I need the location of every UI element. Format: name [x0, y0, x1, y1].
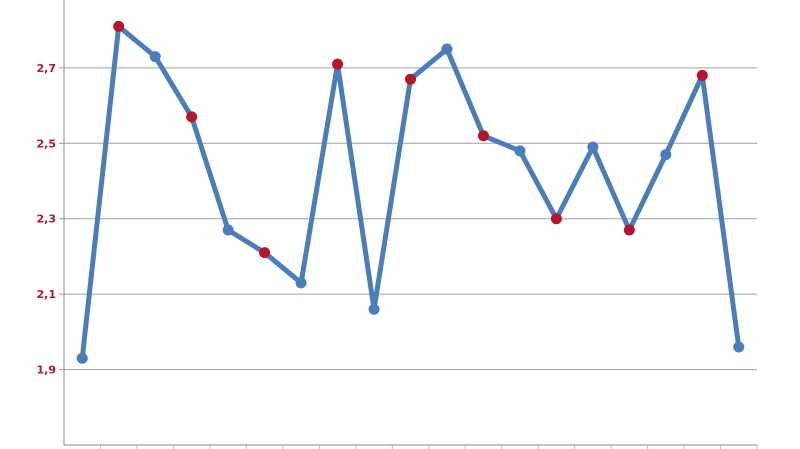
x-tick-label: 1994 [322, 447, 353, 449]
data-point [587, 141, 599, 153]
data-point [733, 341, 745, 353]
data-point [113, 20, 125, 32]
x-tick-label: 2012 [651, 447, 682, 449]
x-tick-label: 2002 [468, 447, 499, 449]
data-point [222, 224, 234, 236]
x-tick-label: 1990 [249, 447, 280, 449]
data-point [259, 247, 271, 259]
data-point [368, 303, 380, 315]
y-tick-label: 2,3 [37, 213, 57, 226]
x-tick-label: 2016 [723, 447, 754, 449]
x-tick-label: 2004 [505, 447, 536, 449]
x-tick-label: 1992 [286, 447, 317, 449]
y-tick-label: 1,9 [37, 364, 57, 377]
data-point [149, 51, 161, 63]
data-point [514, 145, 526, 157]
data-point [660, 149, 672, 161]
data-point [405, 73, 416, 85]
x-tick-label: 1982 [103, 447, 134, 449]
x-tick-label: 2008 [578, 447, 609, 449]
data-point [295, 277, 307, 289]
x-tick-label: 1986 [176, 447, 207, 449]
y-tick-label: 2,7 [37, 62, 57, 75]
x-tick-label: 1988 [213, 447, 244, 449]
data-point [550, 213, 562, 225]
x-tick-label: 2010 [614, 447, 645, 449]
data-point [441, 43, 453, 55]
data-point [477, 130, 489, 142]
x-tick-label: 1996 [359, 447, 390, 449]
x-tick-label: 2014 [687, 447, 718, 449]
y-tick-label: 2,5 [37, 137, 57, 150]
data-point [623, 224, 635, 236]
x-tick-label: 1984 [140, 447, 171, 449]
x-tick-label: 2006 [541, 447, 572, 449]
y-tick-label: 2,1 [37, 288, 57, 301]
x-tick-label: 1980 [67, 447, 98, 449]
data-point [186, 111, 198, 123]
data-point [76, 352, 88, 364]
data-point [332, 58, 344, 70]
data-point [696, 69, 708, 81]
x-tick-label: 1998 [395, 447, 426, 449]
x-tick-label: 2000 [432, 447, 463, 449]
